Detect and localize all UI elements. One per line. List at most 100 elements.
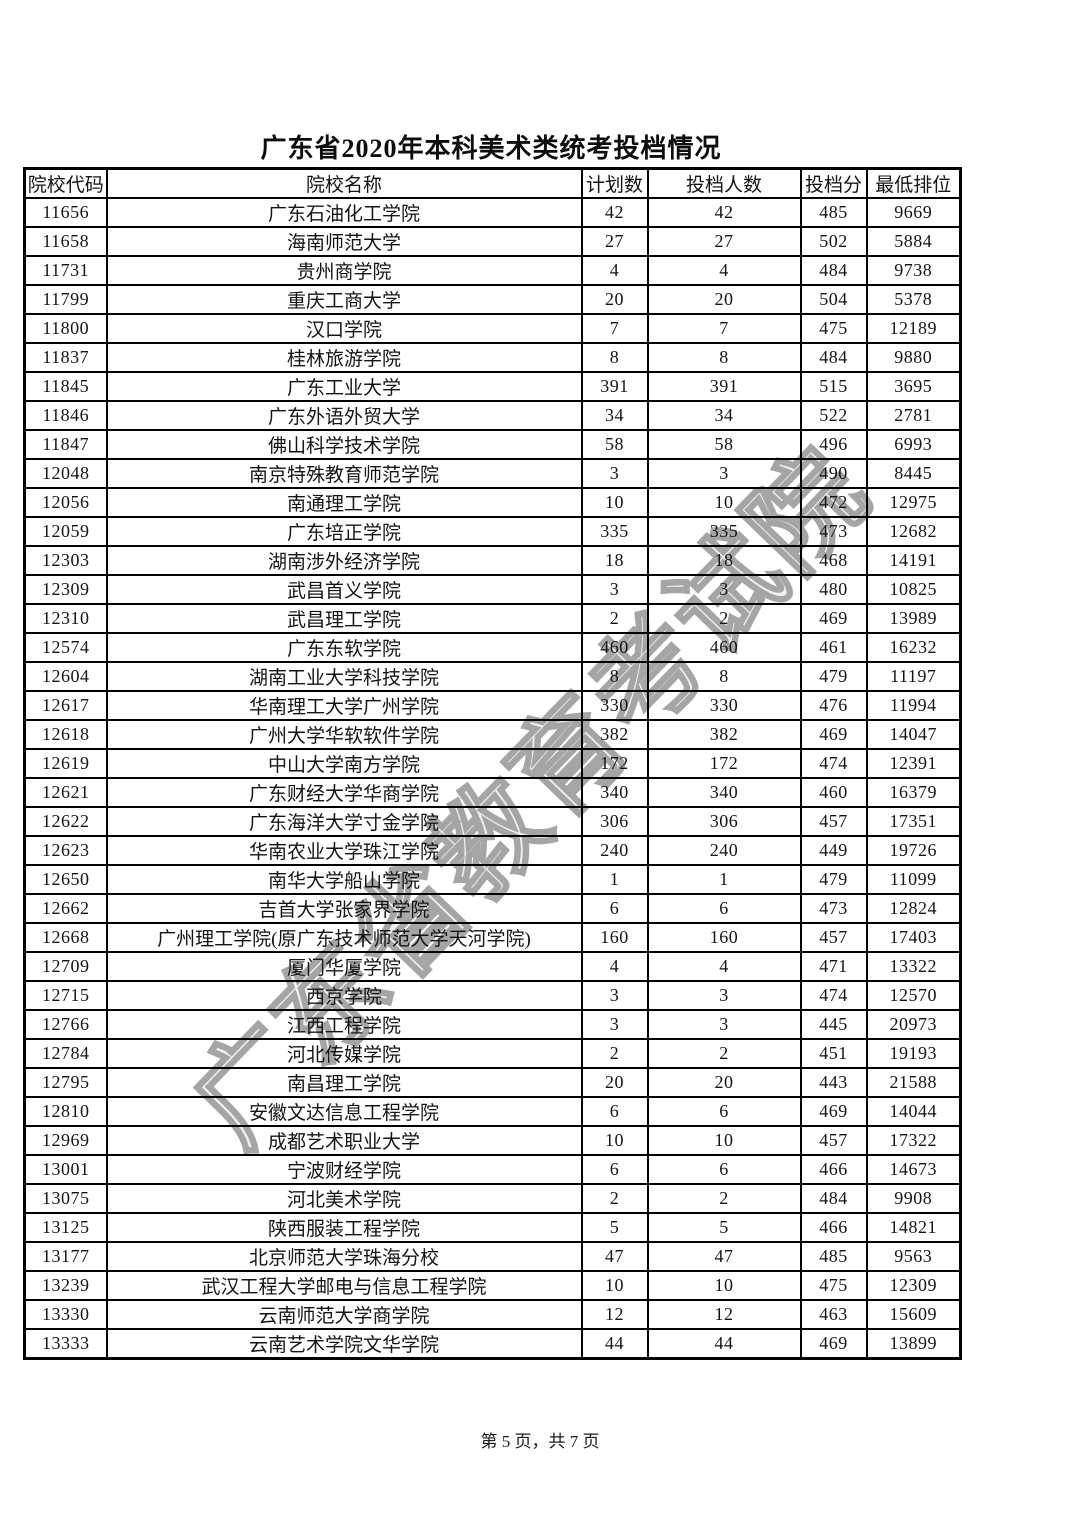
cell-rank: 12391 bbox=[865, 748, 962, 779]
cell-count: 460 bbox=[646, 632, 802, 663]
column-header-score: 投档分 bbox=[799, 167, 868, 199]
cell-name: 厦门华厦学院 bbox=[105, 951, 583, 982]
cell-score: 515 bbox=[799, 371, 868, 402]
table-row: 12668 广州理工学院(原广东技术师范大学天河学院) 160 160 457 17403 bbox=[23, 922, 962, 953]
cell-count: 47 bbox=[646, 1241, 802, 1272]
cell-name: 宁波财经学院 bbox=[105, 1154, 583, 1185]
cell-rank: 17322 bbox=[865, 1125, 962, 1156]
cell-rank: 19193 bbox=[865, 1038, 962, 1069]
cell-name: 华南农业大学珠江学院 bbox=[105, 835, 583, 866]
cell-plan: 20 bbox=[580, 1067, 649, 1098]
cell-code: 12617 bbox=[23, 690, 108, 721]
cell-code: 12059 bbox=[23, 516, 108, 547]
table-header-row: 院校代码 院校名称 计划数 投档人数 投档分 最低排位 bbox=[23, 167, 962, 199]
cell-name: 河北美术学院 bbox=[105, 1183, 583, 1214]
cell-score: 475 bbox=[799, 313, 868, 344]
cell-name: 武汉工程大学邮电与信息工程学院 bbox=[105, 1270, 583, 1301]
cell-code: 12303 bbox=[23, 545, 108, 576]
table-row: 12048 南京特殊教育师范学院 3 3 490 8445 bbox=[23, 458, 962, 489]
column-header-count: 投档人数 bbox=[646, 167, 802, 199]
cell-rank: 9908 bbox=[865, 1183, 962, 1214]
cell-count: 240 bbox=[646, 835, 802, 866]
table-row: 11800 汉口学院 7 7 475 12189 bbox=[23, 313, 962, 344]
cell-plan: 330 bbox=[580, 690, 649, 721]
cell-plan: 47 bbox=[580, 1241, 649, 1272]
cell-code: 12662 bbox=[23, 893, 108, 924]
cell-score: 502 bbox=[799, 226, 868, 257]
cell-name: 安徽文达信息工程学院 bbox=[105, 1096, 583, 1127]
cell-score: 466 bbox=[799, 1154, 868, 1185]
cell-rank: 17403 bbox=[865, 922, 962, 953]
cell-rank: 21588 bbox=[865, 1067, 962, 1098]
cell-code: 11731 bbox=[23, 255, 108, 286]
cell-name: 广州大学华软软件学院 bbox=[105, 719, 583, 750]
cell-count: 10 bbox=[646, 1125, 802, 1156]
table-row: 12310 武昌理工学院 2 2 469 13989 bbox=[23, 603, 962, 634]
cell-count: 172 bbox=[646, 748, 802, 779]
cell-count: 7 bbox=[646, 313, 802, 344]
table-row: 13177 北京师范大学珠海分校 47 47 485 9563 bbox=[23, 1241, 962, 1272]
table-row: 12784 河北传媒学院 2 2 451 19193 bbox=[23, 1038, 962, 1069]
cell-count: 330 bbox=[646, 690, 802, 721]
cell-rank: 14044 bbox=[865, 1096, 962, 1127]
cell-plan: 27 bbox=[580, 226, 649, 257]
cell-count: 44 bbox=[646, 1328, 802, 1360]
cell-score: 496 bbox=[799, 429, 868, 460]
cell-code: 12623 bbox=[23, 835, 108, 866]
cell-plan: 160 bbox=[580, 922, 649, 953]
cell-rank: 11099 bbox=[865, 864, 962, 895]
cell-name: 武昌首义学院 bbox=[105, 574, 583, 605]
cell-score: 485 bbox=[799, 1241, 868, 1272]
cell-rank: 12682 bbox=[865, 516, 962, 547]
cell-count: 2 bbox=[646, 1183, 802, 1214]
table-row: 13239 武汉工程大学邮电与信息工程学院 10 10 475 12309 bbox=[23, 1270, 962, 1301]
column-header-code: 院校代码 bbox=[23, 167, 108, 199]
cell-score: 457 bbox=[799, 1125, 868, 1156]
cell-count: 382 bbox=[646, 719, 802, 750]
cell-code: 12621 bbox=[23, 777, 108, 808]
cell-code: 12619 bbox=[23, 748, 108, 779]
cell-plan: 18 bbox=[580, 545, 649, 576]
table-row: 11658 海南师范大学 27 27 502 5884 bbox=[23, 226, 962, 257]
cell-name: 吉首大学张家界学院 bbox=[105, 893, 583, 924]
cell-plan: 10 bbox=[580, 487, 649, 518]
cell-plan: 3 bbox=[580, 980, 649, 1011]
cell-name: 西京学院 bbox=[105, 980, 583, 1011]
table-row: 12795 南昌理工学院 20 20 443 21588 bbox=[23, 1067, 962, 1098]
cell-plan: 6 bbox=[580, 893, 649, 924]
cell-count: 335 bbox=[646, 516, 802, 547]
cell-score: 451 bbox=[799, 1038, 868, 1069]
table-row: 13125 陕西服装工程学院 5 5 466 14821 bbox=[23, 1212, 962, 1243]
cell-rank: 16232 bbox=[865, 632, 962, 663]
cell-count: 2 bbox=[646, 603, 802, 634]
cell-rank: 5884 bbox=[865, 226, 962, 257]
cell-code: 11846 bbox=[23, 400, 108, 431]
cell-count: 58 bbox=[646, 429, 802, 460]
cell-count: 306 bbox=[646, 806, 802, 837]
table-row: 11656 广东石油化工学院 42 42 485 9669 bbox=[23, 197, 962, 228]
column-header-name: 院校名称 bbox=[105, 167, 583, 199]
cell-code: 11847 bbox=[23, 429, 108, 460]
cell-score: 475 bbox=[799, 1270, 868, 1301]
cell-plan: 2 bbox=[580, 603, 649, 634]
column-header-plan: 计划数 bbox=[580, 167, 649, 199]
cell-rank: 2781 bbox=[865, 400, 962, 431]
cell-count: 20 bbox=[646, 1067, 802, 1098]
page-title: 广东省2020年本科美术类统考投档情况 bbox=[260, 134, 722, 163]
cell-name: 广东财经大学华商学院 bbox=[105, 777, 583, 808]
cell-code: 12709 bbox=[23, 951, 108, 982]
cell-plan: 7 bbox=[580, 313, 649, 344]
cell-name: 南昌理工学院 bbox=[105, 1067, 583, 1098]
cell-name: 云南师范大学商学院 bbox=[105, 1299, 583, 1330]
table-row: 13075 河北美术学院 2 2 484 9908 bbox=[23, 1183, 962, 1214]
cell-rank: 8445 bbox=[865, 458, 962, 489]
cell-count: 3 bbox=[646, 1009, 802, 1040]
cell-count: 8 bbox=[646, 661, 802, 692]
table-row: 11837 桂林旅游学院 8 8 484 9880 bbox=[23, 342, 962, 373]
cell-name: 江西工程学院 bbox=[105, 1009, 583, 1040]
cell-plan: 34 bbox=[580, 400, 649, 431]
cell-plan: 6 bbox=[580, 1154, 649, 1185]
cell-score: 471 bbox=[799, 951, 868, 982]
table-row: 12619 中山大学南方学院 172 172 474 12391 bbox=[23, 748, 962, 779]
cell-name: 广东海洋大学寸金学院 bbox=[105, 806, 583, 837]
